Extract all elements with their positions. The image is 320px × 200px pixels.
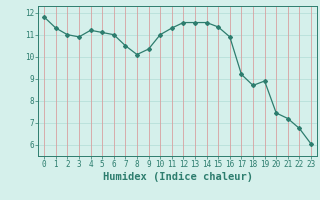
X-axis label: Humidex (Indice chaleur): Humidex (Indice chaleur) bbox=[103, 172, 252, 182]
